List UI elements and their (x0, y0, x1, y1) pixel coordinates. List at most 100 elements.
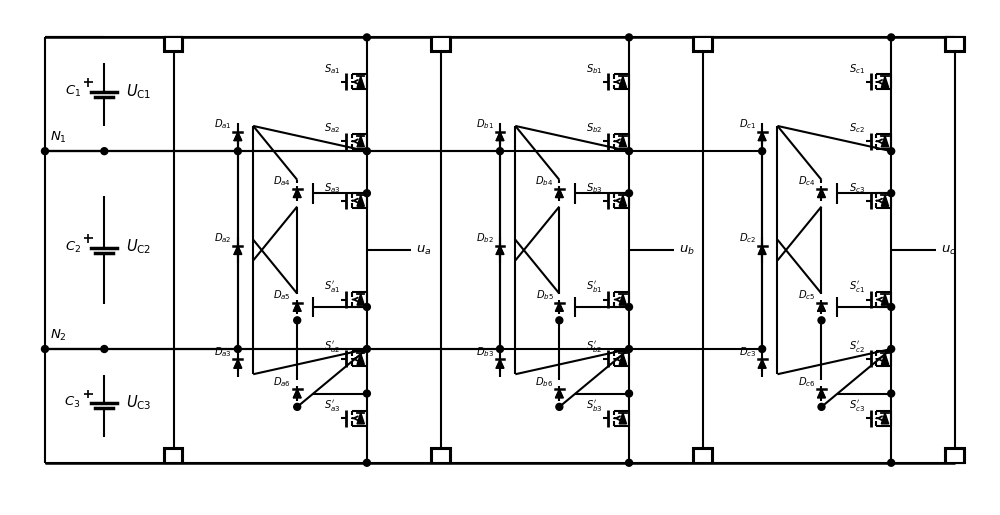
Circle shape (234, 148, 241, 154)
Text: $D_{c3}$: $D_{c3}$ (739, 345, 756, 359)
Polygon shape (555, 389, 563, 398)
Text: $S_{a2}$: $S_{a2}$ (324, 122, 341, 135)
Text: $S_{c3}$: $S_{c3}$ (849, 181, 865, 195)
Text: $D_{c2}$: $D_{c2}$ (739, 231, 756, 245)
Circle shape (363, 148, 370, 154)
Circle shape (101, 346, 108, 352)
Text: $C_2$: $C_2$ (65, 239, 81, 254)
Polygon shape (758, 132, 766, 141)
Text: $S_{c3}'$: $S_{c3}'$ (849, 398, 865, 413)
Bar (432, 449, 450, 463)
Text: $D_{a5}$: $D_{a5}$ (273, 288, 291, 302)
Bar (946, 449, 964, 463)
Text: $N_2$: $N_2$ (50, 328, 67, 343)
Text: $U_{\rm C1}$: $U_{\rm C1}$ (126, 82, 151, 100)
Text: $D_{c6}$: $D_{c6}$ (798, 375, 815, 389)
Text: $S_{a3}'$: $S_{a3}'$ (324, 398, 341, 413)
Circle shape (626, 34, 633, 41)
Text: $D_{c4}$: $D_{c4}$ (798, 175, 815, 188)
Polygon shape (293, 389, 301, 398)
Text: $S_{b3}'$: $S_{b3}'$ (586, 398, 603, 413)
Bar (431, 448, 451, 463)
Bar (694, 449, 712, 463)
Polygon shape (293, 189, 301, 198)
Circle shape (294, 403, 301, 410)
Polygon shape (881, 353, 889, 365)
Polygon shape (881, 413, 889, 424)
Circle shape (556, 317, 563, 324)
Text: $S_{b3}$: $S_{b3}$ (586, 181, 603, 195)
Circle shape (626, 459, 633, 466)
Polygon shape (293, 303, 301, 312)
Text: $D_{a3}$: $D_{a3}$ (214, 345, 232, 359)
Bar (693, 448, 713, 463)
Text: $S_{c2}$: $S_{c2}$ (849, 122, 865, 135)
Text: $C_1$: $C_1$ (65, 84, 81, 99)
Polygon shape (881, 195, 889, 207)
Text: $S_{c1}'$: $S_{c1}'$ (849, 279, 865, 294)
Circle shape (363, 303, 370, 311)
Text: $S_{b2}$: $S_{b2}$ (586, 122, 603, 135)
Polygon shape (881, 294, 889, 305)
Circle shape (888, 459, 895, 466)
Circle shape (234, 346, 241, 352)
Polygon shape (357, 294, 364, 305)
Circle shape (363, 346, 370, 352)
Bar (945, 448, 965, 463)
Text: $U_{\rm C2}$: $U_{\rm C2}$ (126, 238, 151, 256)
Circle shape (626, 390, 633, 397)
Polygon shape (619, 135, 627, 147)
Text: $D_{a2}$: $D_{a2}$ (214, 231, 232, 245)
Polygon shape (881, 76, 889, 88)
Text: $u_{a}$: $u_{a}$ (416, 244, 432, 256)
Polygon shape (881, 135, 889, 147)
Text: $D_{b3}$: $D_{b3}$ (476, 345, 494, 359)
Circle shape (888, 148, 895, 154)
Circle shape (818, 317, 825, 324)
Bar (165, 449, 182, 463)
Text: $u_{c}$: $u_{c}$ (941, 244, 956, 256)
Text: $S_{c1}$: $S_{c1}$ (849, 62, 865, 76)
Text: $S_{b1}$: $S_{b1}$ (586, 62, 603, 76)
Text: $S_{a1}'$: $S_{a1}'$ (324, 279, 341, 294)
Polygon shape (619, 413, 627, 424)
Bar (164, 38, 183, 52)
Circle shape (888, 190, 895, 197)
Text: $C_3$: $C_3$ (64, 396, 81, 410)
Circle shape (363, 390, 370, 397)
Circle shape (497, 148, 503, 154)
Polygon shape (357, 135, 364, 147)
Circle shape (888, 346, 895, 352)
Text: $S_{b1}'$: $S_{b1}'$ (586, 279, 603, 294)
Bar (945, 38, 965, 52)
Polygon shape (496, 246, 504, 254)
Polygon shape (357, 413, 364, 424)
Polygon shape (234, 132, 242, 141)
Circle shape (363, 34, 370, 41)
Circle shape (41, 148, 48, 154)
Polygon shape (619, 76, 627, 88)
Text: $N_1$: $N_1$ (50, 130, 67, 145)
Circle shape (759, 346, 766, 352)
Polygon shape (357, 195, 364, 207)
Polygon shape (818, 303, 825, 312)
Text: $D_{b4}$: $D_{b4}$ (535, 175, 554, 188)
Circle shape (626, 190, 633, 197)
Text: $D_{a6}$: $D_{a6}$ (273, 375, 291, 389)
Circle shape (626, 346, 633, 352)
Bar (946, 38, 964, 52)
Polygon shape (234, 246, 242, 254)
Text: $D_{c5}$: $D_{c5}$ (798, 288, 815, 302)
Text: $S_{a3}$: $S_{a3}$ (324, 181, 341, 195)
Text: $U_{\rm C3}$: $U_{\rm C3}$ (126, 393, 152, 413)
Polygon shape (234, 359, 242, 368)
Polygon shape (555, 189, 563, 198)
Circle shape (818, 403, 825, 410)
Circle shape (888, 303, 895, 311)
Circle shape (101, 148, 108, 154)
Bar (693, 38, 713, 52)
Circle shape (626, 303, 633, 311)
Polygon shape (619, 353, 627, 365)
Bar (165, 38, 182, 52)
Text: $D_{b2}$: $D_{b2}$ (476, 231, 494, 245)
